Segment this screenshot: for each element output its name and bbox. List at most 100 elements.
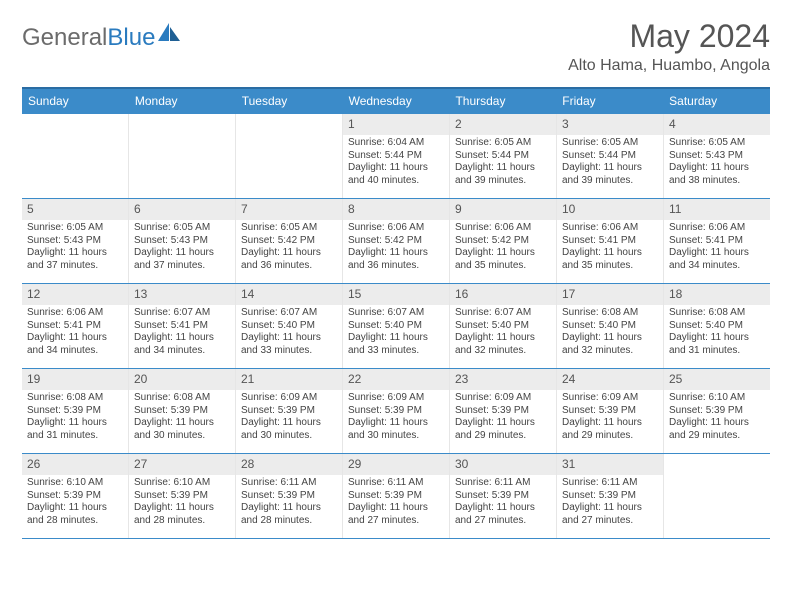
day-number [236,114,342,135]
day-cell: 12Sunrise: 6:06 AMSunset: 5:41 PMDayligh… [22,284,129,368]
day-cell [22,114,129,198]
day-body: Sunrise: 6:10 AMSunset: 5:39 PMDaylight:… [664,390,770,446]
sunset-line: Sunset: 5:43 PM [27,235,123,248]
daylight-line: Daylight: 11 hours and 39 minutes. [562,162,658,187]
day-body: Sunrise: 6:04 AMSunset: 5:44 PMDaylight:… [343,135,449,191]
day-of-week-row: SundayMondayTuesdayWednesdayThursdayFrid… [22,87,770,113]
day-body: Sunrise: 6:09 AMSunset: 5:39 PMDaylight:… [343,390,449,446]
sunset-line: Sunset: 5:39 PM [241,405,337,418]
daylight-line: Daylight: 11 hours and 29 minutes. [562,417,658,442]
daylight-line: Daylight: 11 hours and 35 minutes. [455,247,551,272]
sunrise-line: Sunrise: 6:06 AM [455,222,551,235]
sunrise-line: Sunrise: 6:09 AM [455,392,551,405]
sunset-line: Sunset: 5:41 PM [27,320,123,333]
sunset-line: Sunset: 5:44 PM [348,150,444,163]
day-body: Sunrise: 6:07 AMSunset: 5:40 PMDaylight:… [236,305,342,361]
day-number: 24 [557,369,663,390]
day-cell: 21Sunrise: 6:09 AMSunset: 5:39 PMDayligh… [236,369,343,453]
sunrise-line: Sunrise: 6:11 AM [348,477,444,490]
sunrise-line: Sunrise: 6:08 AM [669,307,765,320]
day-body: Sunrise: 6:05 AMSunset: 5:44 PMDaylight:… [557,135,663,191]
day-cell: 5Sunrise: 6:05 AMSunset: 5:43 PMDaylight… [22,199,129,283]
daylight-line: Daylight: 11 hours and 31 minutes. [669,332,765,357]
sunrise-line: Sunrise: 6:05 AM [134,222,230,235]
sunset-line: Sunset: 5:39 PM [134,490,230,503]
day-cell: 16Sunrise: 6:07 AMSunset: 5:40 PMDayligh… [450,284,557,368]
day-number: 28 [236,454,342,475]
sunrise-line: Sunrise: 6:06 AM [562,222,658,235]
day-number: 8 [343,199,449,220]
day-number [129,114,235,135]
dow-cell: Sunday [22,89,129,113]
sunrise-line: Sunrise: 6:05 AM [562,137,658,150]
daylight-line: Daylight: 11 hours and 34 minutes. [669,247,765,272]
day-number [22,114,128,135]
month-title: May 2024 [568,18,770,55]
sunrise-line: Sunrise: 6:07 AM [134,307,230,320]
day-body: Sunrise: 6:09 AMSunset: 5:39 PMDaylight:… [557,390,663,446]
logo-text: GeneralBlue [22,24,155,52]
day-body: Sunrise: 6:09 AMSunset: 5:39 PMDaylight:… [236,390,342,446]
daylight-line: Daylight: 11 hours and 31 minutes. [27,417,123,442]
day-number: 30 [450,454,556,475]
day-cell: 14Sunrise: 6:07 AMSunset: 5:40 PMDayligh… [236,284,343,368]
daylight-line: Daylight: 11 hours and 40 minutes. [348,162,444,187]
sunrise-line: Sunrise: 6:09 AM [562,392,658,405]
day-body: Sunrise: 6:08 AMSunset: 5:40 PMDaylight:… [557,305,663,361]
day-cell: 10Sunrise: 6:06 AMSunset: 5:41 PMDayligh… [557,199,664,283]
day-cell: 26Sunrise: 6:10 AMSunset: 5:39 PMDayligh… [22,454,129,538]
sunrise-line: Sunrise: 6:06 AM [669,222,765,235]
daylight-line: Daylight: 11 hours and 37 minutes. [134,247,230,272]
sunset-line: Sunset: 5:43 PM [134,235,230,248]
sunset-line: Sunset: 5:41 PM [134,320,230,333]
sunset-line: Sunset: 5:40 PM [669,320,765,333]
logo: GeneralBlue [22,24,182,52]
sunrise-line: Sunrise: 6:08 AM [562,307,658,320]
sunset-line: Sunset: 5:39 PM [348,490,444,503]
sunrise-line: Sunrise: 6:05 AM [27,222,123,235]
day-body: Sunrise: 6:11 AMSunset: 5:39 PMDaylight:… [450,475,556,531]
sunset-line: Sunset: 5:41 PM [562,235,658,248]
day-number: 1 [343,114,449,135]
title-block: May 2024 Alto Hama, Huambo, Angola [568,18,770,75]
daylight-line: Daylight: 11 hours and 27 minutes. [455,502,551,527]
day-body: Sunrise: 6:07 AMSunset: 5:41 PMDaylight:… [129,305,235,361]
day-cell: 17Sunrise: 6:08 AMSunset: 5:40 PMDayligh… [557,284,664,368]
day-body: Sunrise: 6:06 AMSunset: 5:41 PMDaylight:… [664,220,770,276]
sunrise-line: Sunrise: 6:10 AM [669,392,765,405]
sunset-line: Sunset: 5:39 PM [562,405,658,418]
sunrise-line: Sunrise: 6:08 AM [134,392,230,405]
day-cell: 2Sunrise: 6:05 AMSunset: 5:44 PMDaylight… [450,114,557,198]
day-number: 6 [129,199,235,220]
day-body: Sunrise: 6:11 AMSunset: 5:39 PMDaylight:… [343,475,449,531]
sunrise-line: Sunrise: 6:11 AM [455,477,551,490]
daylight-line: Daylight: 11 hours and 32 minutes. [562,332,658,357]
sunrise-line: Sunrise: 6:07 AM [241,307,337,320]
day-number: 16 [450,284,556,305]
sunrise-line: Sunrise: 6:09 AM [241,392,337,405]
sunrise-line: Sunrise: 6:10 AM [134,477,230,490]
day-cell: 4Sunrise: 6:05 AMSunset: 5:43 PMDaylight… [664,114,770,198]
sunrise-line: Sunrise: 6:06 AM [27,307,123,320]
dow-cell: Thursday [449,89,556,113]
sunrise-line: Sunrise: 6:10 AM [27,477,123,490]
day-body: Sunrise: 6:05 AMSunset: 5:43 PMDaylight:… [664,135,770,191]
day-body: Sunrise: 6:06 AMSunset: 5:41 PMDaylight:… [22,305,128,361]
sunset-line: Sunset: 5:39 PM [27,490,123,503]
day-body: Sunrise: 6:06 AMSunset: 5:41 PMDaylight:… [557,220,663,276]
day-number: 10 [557,199,663,220]
daylight-line: Daylight: 11 hours and 30 minutes. [348,417,444,442]
daylight-line: Daylight: 11 hours and 32 minutes. [455,332,551,357]
sunset-line: Sunset: 5:40 PM [348,320,444,333]
day-cell: 29Sunrise: 6:11 AMSunset: 5:39 PMDayligh… [343,454,450,538]
sunset-line: Sunset: 5:39 PM [241,490,337,503]
day-number: 3 [557,114,663,135]
daylight-line: Daylight: 11 hours and 33 minutes. [241,332,337,357]
day-number: 11 [664,199,770,220]
week-row: 26Sunrise: 6:10 AMSunset: 5:39 PMDayligh… [22,453,770,539]
sunset-line: Sunset: 5:39 PM [669,405,765,418]
sunrise-line: Sunrise: 6:11 AM [241,477,337,490]
day-number: 15 [343,284,449,305]
day-cell: 13Sunrise: 6:07 AMSunset: 5:41 PMDayligh… [129,284,236,368]
sunset-line: Sunset: 5:39 PM [134,405,230,418]
